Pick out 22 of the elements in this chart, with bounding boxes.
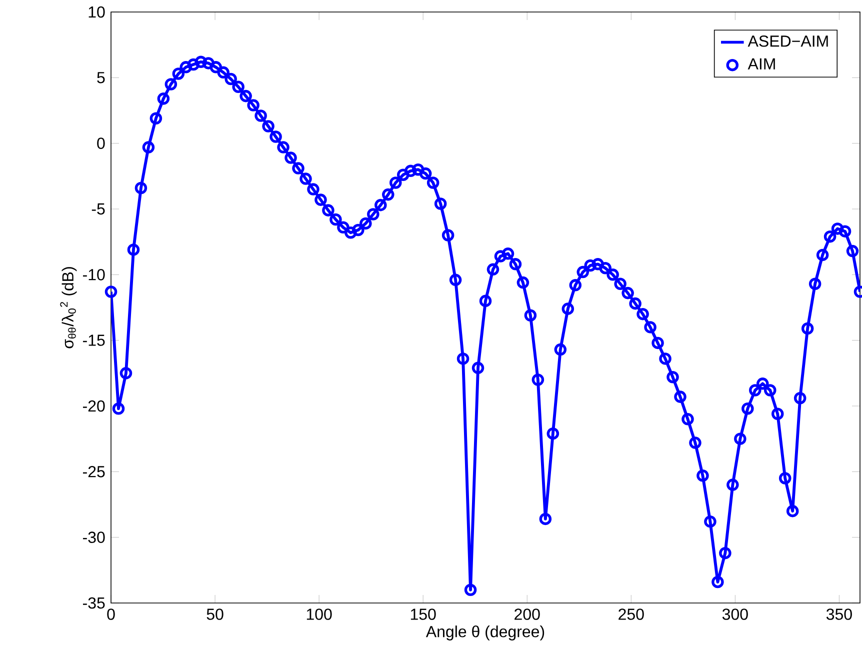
y-tick-label: -5 — [92, 203, 105, 215]
x-tick-label: 0 — [107, 608, 115, 620]
legend-label: AIM — [748, 58, 775, 70]
x-tick-label: 50 — [206, 608, 224, 620]
y-tick-label: -25 — [82, 466, 105, 478]
y-tick-label: 10 — [88, 6, 105, 18]
x-tick-label: 150 — [410, 608, 436, 620]
y-tick-label: -15 — [82, 334, 105, 346]
x-tick-label: 100 — [306, 608, 332, 620]
x-tick-label: 250 — [618, 608, 644, 620]
legend-label: ASED−AIM — [748, 35, 828, 47]
x-axis-title: Angle θ (degree) — [426, 626, 544, 640]
y-tick-label: -10 — [82, 269, 105, 280]
y-axis-title: σ$_{θθ}$/λ$_{0}$$^{2}$ (dB) — [60, 267, 77, 348]
y-tick-label: -35 — [82, 597, 105, 609]
x-tick-label: 350 — [826, 608, 852, 620]
x-tick-label: 200 — [514, 608, 540, 620]
y-tick-label: 0 — [97, 138, 105, 149]
x-tick-label: 300 — [722, 608, 748, 620]
y-tick-label: -30 — [82, 532, 105, 543]
y-tick-label: -20 — [82, 400, 105, 412]
y-tick-label: 5 — [97, 72, 105, 84]
